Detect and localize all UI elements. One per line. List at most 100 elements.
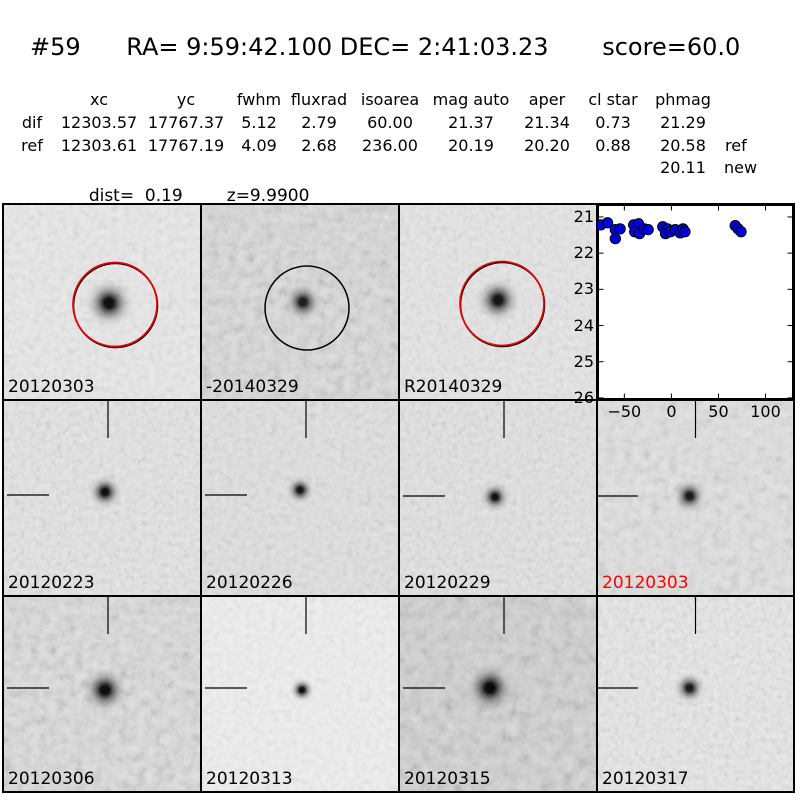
cutout-image: [4, 401, 200, 595]
cutout-label: R20140329: [404, 377, 503, 397]
data-point: [609, 233, 621, 245]
measurement-table: xc yc fwhm fluxrad isoarea mag auto aper…: [8, 88, 764, 157]
aperture-circle-red: [72, 261, 158, 348]
source-blob: [464, 662, 516, 714]
header-phmag: phmag: [655, 90, 711, 109]
cutout-image: [202, 401, 398, 595]
source-blob: [289, 677, 315, 703]
source-blob: [672, 671, 707, 705]
header-mag-auto: mag auto: [432, 90, 510, 109]
header-cl-star: cl star: [588, 90, 638, 109]
new-phmag-value: 20.11: [660, 158, 706, 177]
cutout-grid: 20120303 -20140329 R20140329: [2, 203, 795, 793]
dif-suffix: [722, 111, 764, 134]
source-blob: [474, 276, 522, 324]
source-blob: [671, 478, 708, 514]
cutout-label: 20120303: [602, 573, 689, 593]
cutout-image: [4, 597, 200, 791]
header-aper: aper: [528, 90, 566, 109]
cutout-panel-highlighted: 20120303: [598, 401, 793, 595]
cutout-image: [4, 205, 200, 399]
cutout-label: -20140329: [206, 377, 299, 397]
ref-yc: 17767.19: [147, 136, 225, 155]
ref-aper: 20.20: [524, 136, 570, 155]
source-blob: [83, 277, 135, 329]
ref-cl-star: 0.88: [595, 136, 631, 155]
cutout-panel-reference: R20140329: [400, 205, 596, 399]
dif-cl-star: 0.73: [595, 113, 631, 132]
ref-suffix: ref: [725, 136, 747, 155]
data-point: [642, 223, 654, 236]
plot-frame: [598, 205, 793, 399]
cutout-label: 20120229: [404, 573, 491, 593]
cutout-panel: 20120229: [400, 401, 596, 595]
ref-row-label: ref: [21, 136, 43, 155]
ref-phmag: 20.58: [660, 136, 706, 155]
candidate-id: #59: [30, 33, 81, 61]
source-blob: [285, 475, 315, 505]
cutout-label: 20120306: [8, 769, 95, 789]
z-value: z=9.9900: [226, 186, 310, 206]
header-fluxrad: fluxrad: [290, 90, 348, 109]
header-yc: yc: [176, 90, 196, 109]
cutout-label: 20120226: [206, 573, 293, 593]
cutout-panel: 20120226: [202, 401, 398, 595]
data-point: [735, 226, 747, 238]
ref-fwhm: 4.09: [241, 136, 277, 155]
cutout-image: [400, 597, 596, 791]
dif-yc: 17767.37: [147, 113, 225, 132]
dif-row-label: dif: [21, 113, 43, 132]
header-fwhm: fwhm: [236, 90, 282, 109]
dist-value: dist= 0.19: [88, 186, 183, 206]
cutout-label: 20120315: [404, 769, 491, 789]
dif-phmag: 21.29: [660, 113, 706, 132]
aperture-circle-black: [264, 265, 350, 351]
cutout-image: [400, 205, 596, 399]
header-blank-2: [722, 88, 764, 111]
ref-fluxrad: 2.68: [301, 136, 337, 155]
dif-aper: 21.34: [524, 113, 570, 132]
ref-isoarea: 236.00: [362, 136, 418, 155]
dif-isoarea: 60.00: [367, 113, 413, 132]
cutout-label: 20120313: [206, 769, 293, 789]
header-isoarea: isoarea: [360, 90, 420, 109]
source-blob: [283, 282, 323, 322]
data-point: [601, 217, 614, 229]
dif-fwhm: 5.12: [241, 113, 277, 132]
cutout-panel-difference: -20140329: [202, 205, 398, 399]
cutout-panel: 20120313: [202, 597, 398, 791]
header-xc: xc: [90, 90, 108, 109]
cutout-panel-new: 20120303: [4, 205, 200, 399]
cutout-image: [202, 597, 398, 791]
lightcurve-plot: [598, 205, 793, 399]
ref-mag-auto: 20.19: [448, 136, 494, 155]
source-blob: [87, 474, 123, 510]
cutout-label: 20120303: [8, 377, 95, 397]
cutout-image: [598, 597, 793, 791]
cutout-label: 20120223: [8, 573, 95, 593]
source-blob: [81, 666, 129, 714]
cutout-image: [598, 401, 793, 595]
data-point: [679, 226, 691, 238]
source-blob: [479, 481, 511, 513]
cutout-image: [400, 401, 596, 595]
dif-mag-auto: 21.37: [448, 113, 494, 132]
lightcurve-svg: [598, 205, 793, 399]
cutout-panel: 20120315: [400, 597, 596, 791]
cutout-panel: 20120306: [4, 597, 200, 791]
coordinates-text: RA= 9:59:42.100 DEC= 2:41:03.23: [126, 33, 549, 61]
aperture-circle-red: [459, 260, 545, 347]
score-text: score=60.0: [602, 33, 741, 61]
dist-line: dist= 0.19 z=9.9900: [78, 166, 310, 206]
dif-fluxrad: 2.79: [301, 113, 337, 132]
cutout-panel: 20120223: [4, 401, 200, 595]
cutout-panel: 20120317: [598, 597, 793, 791]
new-phmag-suffix: new: [724, 158, 758, 177]
header-blank: [8, 88, 56, 111]
data-point: [614, 223, 626, 235]
title-row: #59 RA= 9:59:42.100 DEC= 2:41:03.23 scor…: [30, 33, 740, 61]
cutout-label: 20120317: [602, 769, 689, 789]
ref-xc: 12303.61: [60, 136, 138, 155]
cutout-image: [202, 205, 398, 399]
dif-xc: 12303.57: [60, 113, 138, 132]
